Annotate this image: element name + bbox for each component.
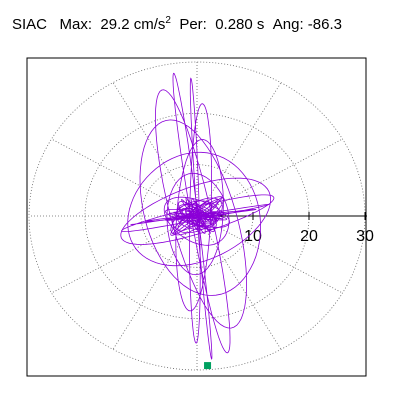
radial-tick-label: 30: [356, 228, 374, 245]
grid-spoke: [112, 82, 198, 217]
chart-header: SIAC Max: 29.2 cm/s2 Per: 0.280 s Ang: -…: [12, 15, 342, 33]
period-value: 0.280 s: [215, 16, 265, 33]
grid-spoke: [196, 215, 343, 294]
grid-spoke: [196, 215, 282, 350]
angle-label: Ang:: [272, 16, 304, 33]
grid-spoke: [51, 138, 198, 217]
angle-value: -86.3: [307, 16, 342, 33]
grid-spoke: [112, 215, 198, 350]
max-value: 29.2 cm/s: [100, 16, 166, 33]
grid-spoke: [196, 138, 343, 217]
peak-marker-group: [204, 362, 212, 370]
max-unit-exponent: 2: [165, 15, 171, 26]
grid-spoke: [196, 82, 282, 217]
motion-trace: [120, 72, 275, 360]
station-code: SIAC: [12, 16, 48, 33]
motion-trace-line: [120, 72, 275, 360]
peak-marker: [204, 362, 212, 370]
plot-frame: [26, 57, 367, 377]
radial-tick-label: 20: [300, 228, 318, 245]
grid-spoke: [51, 215, 198, 294]
radial-axis: 10 20 30: [197, 212, 374, 245]
radial-tick-label: 10: [244, 228, 262, 245]
max-label: Max:: [59, 16, 93, 33]
period-label: Per:: [179, 16, 207, 33]
